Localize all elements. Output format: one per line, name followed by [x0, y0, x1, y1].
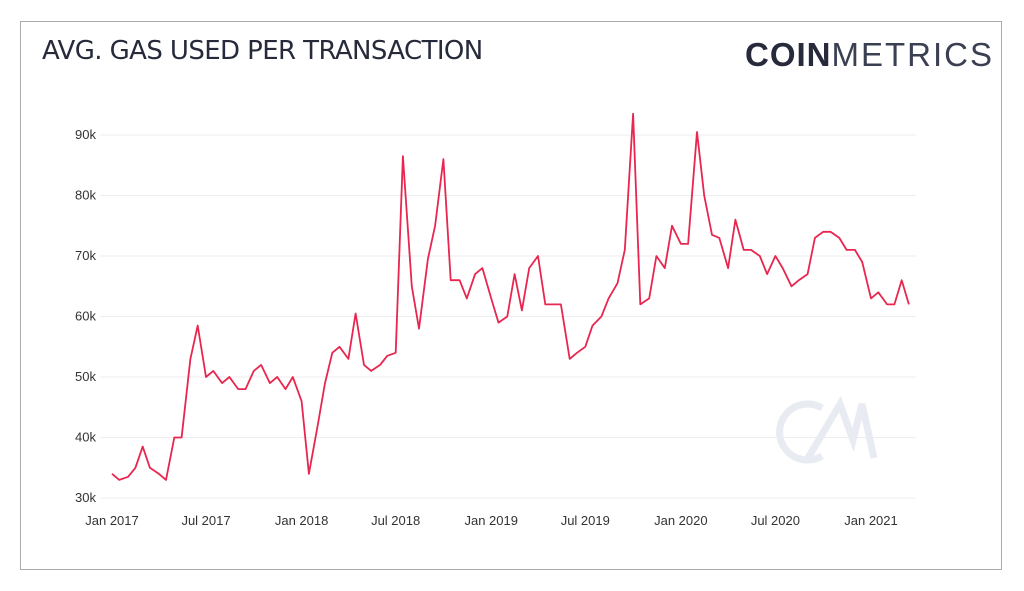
logo-bold: COIN — [745, 36, 832, 73]
y-tick-label: 50k — [75, 369, 96, 384]
coinmetrics-logo: COINMETRICS — [745, 36, 994, 74]
y-tick-label: 70k — [75, 248, 96, 263]
y-tick-label: 40k — [75, 430, 96, 445]
x-tick-label: Jan 2018 — [275, 513, 329, 528]
logo-light: METRICS — [831, 36, 994, 73]
x-tick-label: Jan 2020 — [654, 513, 708, 528]
x-tick-label: Jan 2017 — [85, 513, 139, 528]
y-tick-label: 90k — [75, 127, 96, 142]
series-line — [111, 112, 910, 481]
x-tick-label: Jan 2021 — [844, 513, 898, 528]
chart-frame — [20, 21, 1002, 570]
y-tick-label: 30k — [75, 490, 96, 505]
chart-title: AVG. GAS USED PER TRANSACTION — [42, 36, 483, 66]
x-tick-label: Jul 2018 — [371, 513, 420, 528]
x-tick-label: Jul 2017 — [181, 513, 230, 528]
x-tick-label: Jul 2020 — [751, 513, 800, 528]
x-tick-label: Jan 2019 — [464, 513, 518, 528]
x-tick-label: Jul 2019 — [561, 513, 610, 528]
cm-watermark — [776, 395, 878, 464]
y-tick-label: 80k — [75, 188, 96, 203]
y-tick-label: 60k — [75, 309, 96, 324]
